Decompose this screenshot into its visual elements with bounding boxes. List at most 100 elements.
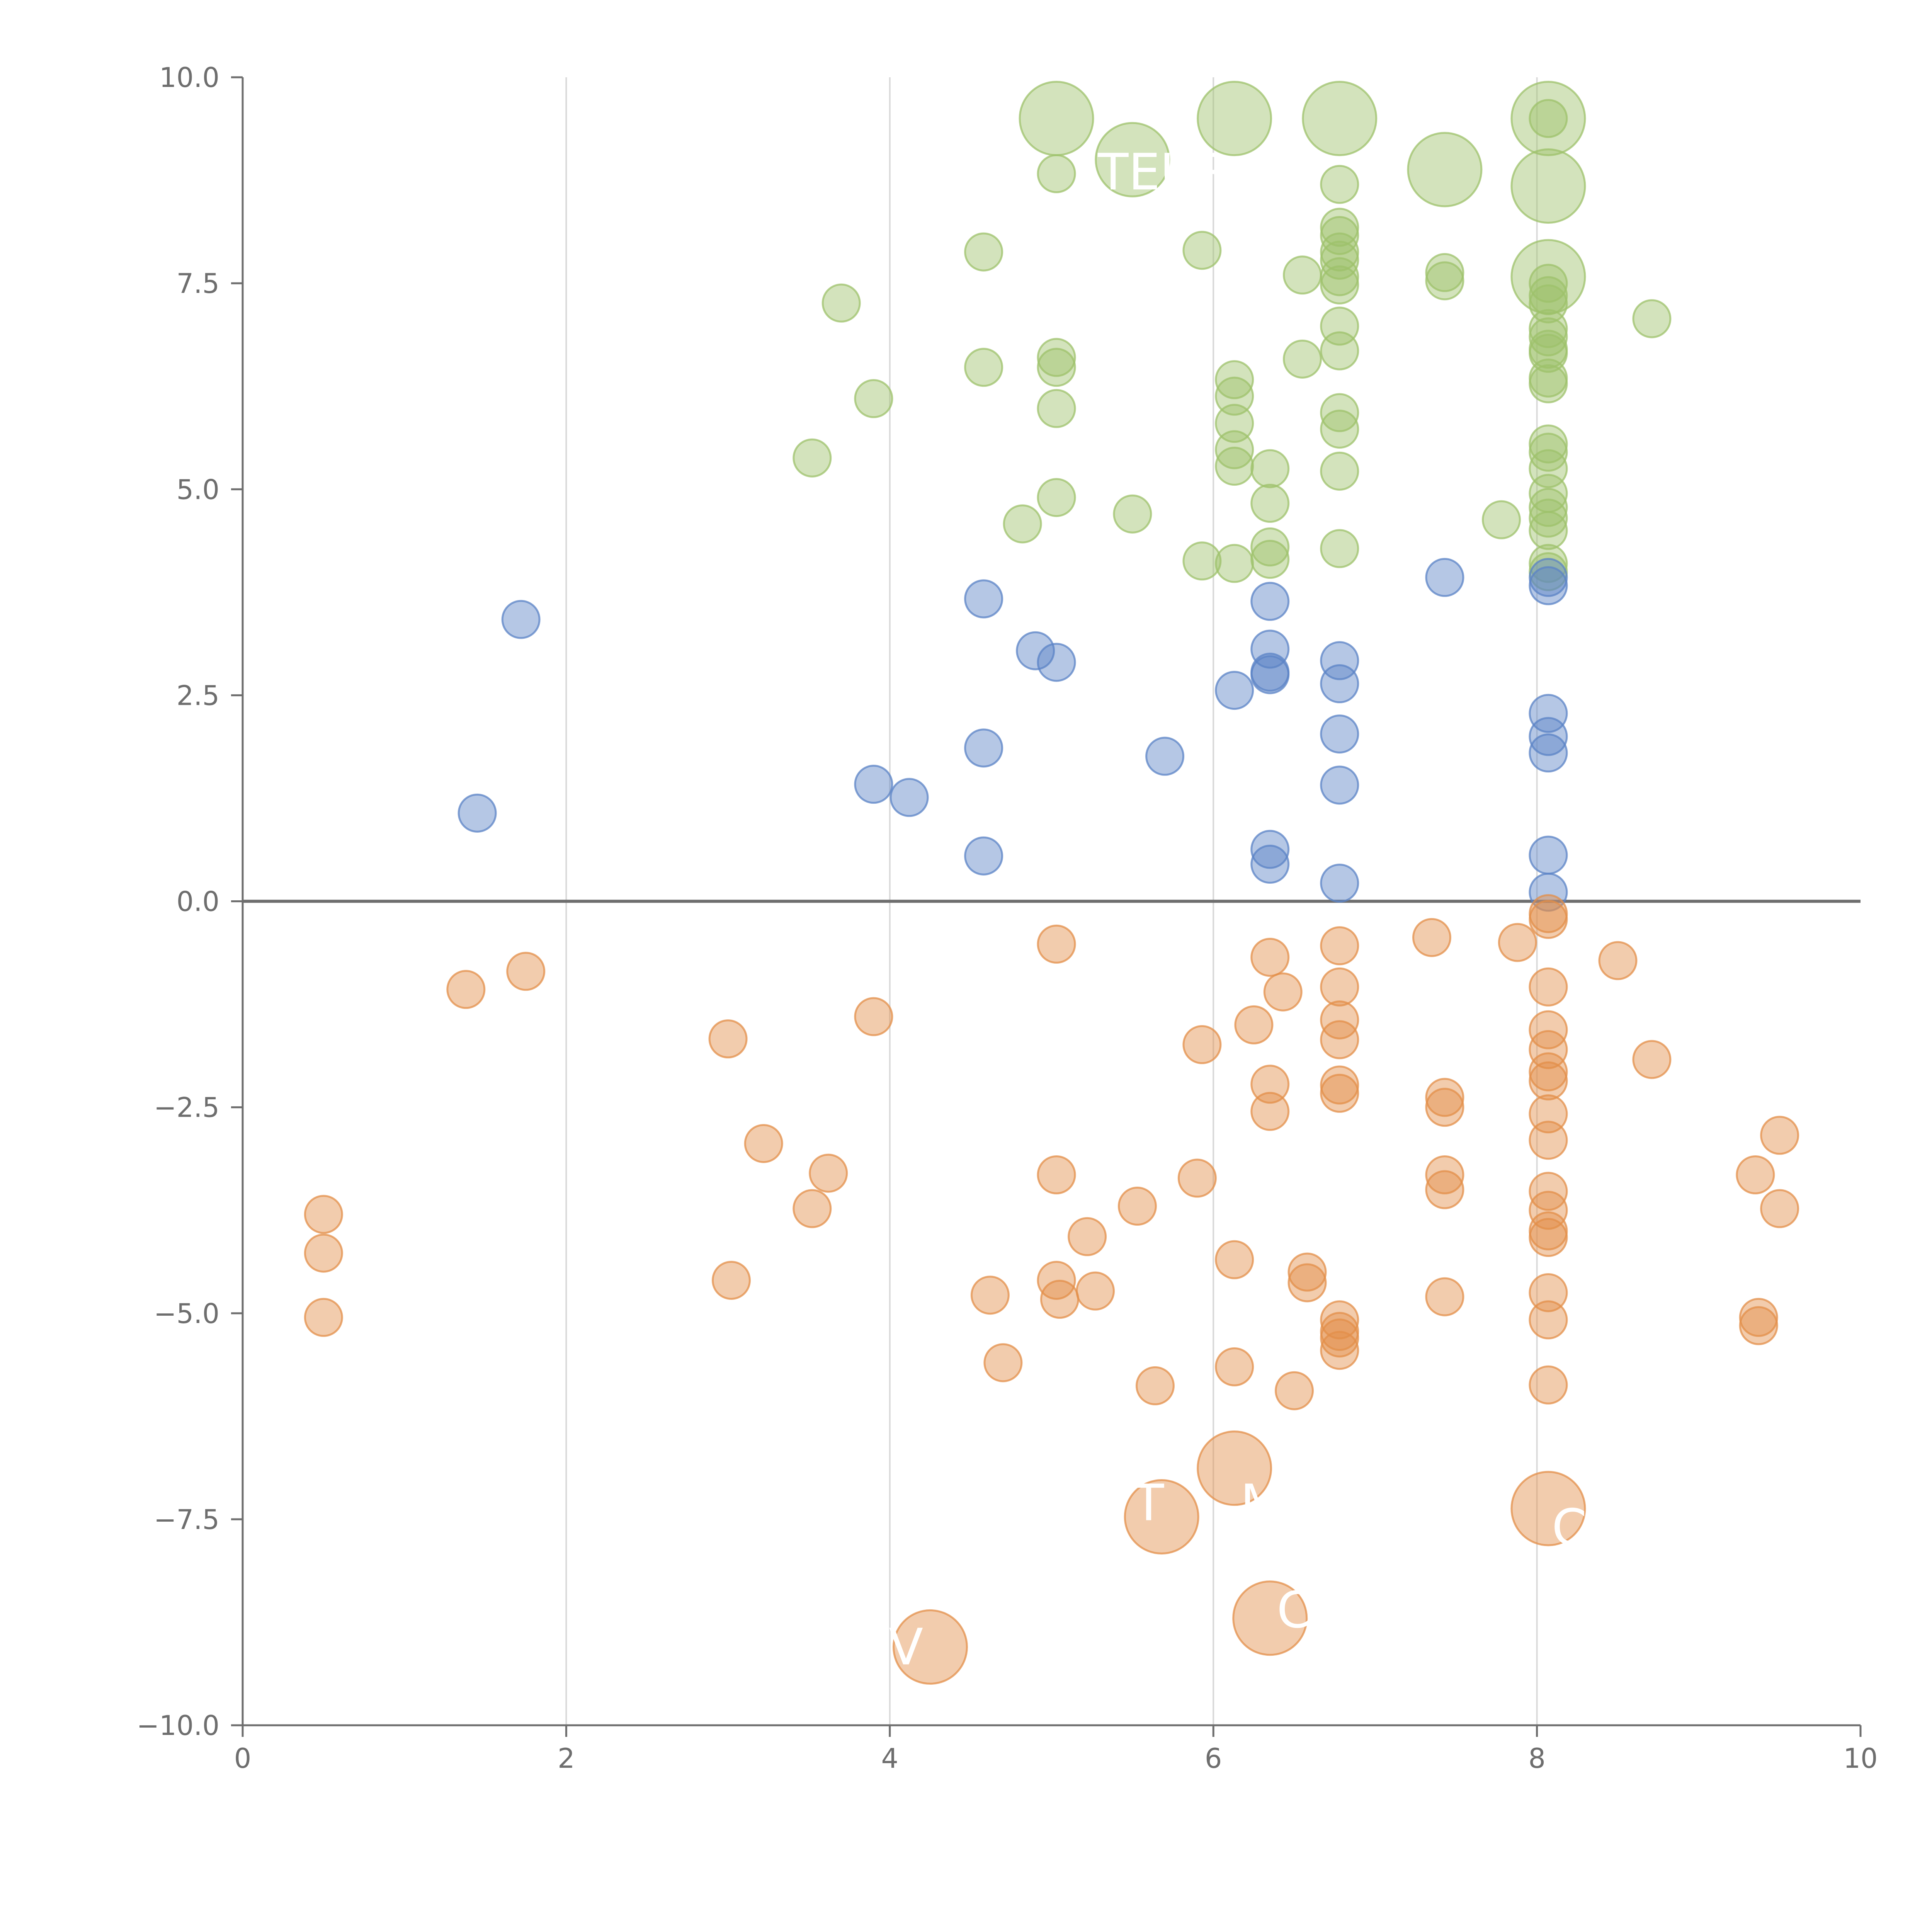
bubble-label-orange: M	[1240, 1473, 1284, 1532]
point-blue	[964, 836, 1003, 876]
point-orange	[1632, 1040, 1672, 1079]
point-orange	[1320, 926, 1359, 966]
point-orange	[1320, 1065, 1359, 1105]
point-green	[1529, 488, 1568, 527]
y-tick-label: 2.5	[177, 680, 219, 711]
bubble-green-large	[1019, 81, 1094, 156]
point-green	[1320, 165, 1359, 204]
point-blue	[1250, 830, 1290, 869]
point-orange	[1529, 1061, 1568, 1100]
point-blue	[964, 728, 1003, 768]
point-green	[1215, 430, 1254, 469]
point-green	[1529, 264, 1568, 303]
point-green	[1529, 276, 1568, 315]
x-tick-label: 8	[1528, 1743, 1546, 1774]
y-tick-label: −2.5	[154, 1092, 219, 1124]
point-orange	[304, 1233, 343, 1273]
point-orange	[711, 1260, 751, 1300]
point-orange	[446, 970, 486, 1009]
point-blue	[1215, 671, 1254, 710]
point-green	[1320, 529, 1359, 568]
point-orange	[793, 1189, 832, 1228]
bubble-label-green: TEUR	[1097, 143, 1232, 201]
point-blue	[1250, 582, 1290, 621]
point-orange	[1529, 967, 1568, 1007]
point-green	[793, 438, 832, 478]
point-green	[1250, 484, 1290, 523]
point-orange	[1263, 972, 1303, 1012]
bubble-label-orange: V	[889, 1617, 923, 1676]
bubble-label-orange: C	[1552, 1498, 1587, 1557]
point-orange	[1425, 1088, 1464, 1127]
bubble-green-large	[1302, 81, 1378, 156]
bubble-green-large	[1510, 81, 1586, 156]
point-green	[1425, 253, 1464, 292]
point-blue	[1529, 694, 1568, 733]
point-blue	[1250, 655, 1290, 694]
point-orange	[1529, 1030, 1568, 1069]
point-green	[964, 348, 1003, 387]
point-green	[1037, 389, 1076, 428]
point-orange	[1320, 1020, 1359, 1060]
point-orange	[1529, 1121, 1568, 1160]
point-orange	[304, 1298, 343, 1337]
point-orange	[1287, 1252, 1327, 1292]
point-blue	[1425, 558, 1464, 597]
point-green	[1037, 154, 1076, 194]
point-orange	[1529, 1190, 1568, 1230]
point-green	[1250, 449, 1290, 488]
point-green	[1320, 393, 1359, 432]
point-blue	[1320, 864, 1359, 903]
point-blue	[1320, 664, 1359, 704]
point-orange	[1320, 1073, 1359, 1113]
point-green	[1481, 500, 1521, 539]
point-orange	[1037, 1155, 1076, 1194]
data-points	[304, 81, 1799, 1685]
x-tick-label: 2	[558, 1743, 575, 1774]
x-tick-label: 10	[1843, 1743, 1878, 1774]
point-green	[1215, 447, 1254, 486]
point-orange	[1068, 1217, 1107, 1256]
point-green	[1215, 376, 1254, 416]
point-orange	[1182, 1025, 1222, 1065]
point-orange	[1250, 1092, 1290, 1131]
point-orange	[1250, 1065, 1290, 1104]
y-tick-label: 7.5	[177, 268, 219, 299]
point-green	[1529, 432, 1568, 472]
bubble-label-orange: C	[1277, 1580, 1312, 1639]
point-orange	[1215, 1347, 1254, 1386]
point-green	[1529, 544, 1568, 583]
bubble-orange-large	[1124, 1479, 1199, 1554]
bubble-green-large	[1510, 148, 1586, 224]
point-orange	[1529, 1218, 1568, 1257]
point-green	[1320, 265, 1359, 304]
point-blue	[1529, 566, 1568, 605]
point-green	[1037, 478, 1076, 517]
bubble-green-large	[1197, 81, 1272, 156]
y-tick-label: 5.0	[177, 474, 219, 505]
point-orange	[1320, 1331, 1359, 1370]
point-green	[1282, 339, 1322, 379]
point-green	[1037, 348, 1076, 387]
point-blue	[1529, 558, 1568, 597]
point-orange	[1275, 1371, 1314, 1410]
point-orange	[1117, 1187, 1157, 1226]
point-blue	[854, 765, 893, 804]
point-green	[1529, 364, 1568, 403]
point-orange	[506, 952, 546, 991]
point-blue	[1320, 641, 1359, 680]
point-green	[1215, 360, 1254, 400]
bubble-green-large	[1095, 122, 1170, 197]
bubble-orange-large	[892, 1609, 968, 1685]
point-green	[1529, 498, 1568, 538]
point-orange	[1040, 1279, 1079, 1319]
point-orange	[1529, 1365, 1568, 1405]
point-green	[1320, 331, 1359, 371]
point-orange	[1425, 1155, 1464, 1194]
point-orange	[970, 1276, 1010, 1315]
point-orange	[1320, 1000, 1359, 1040]
point-orange	[1076, 1271, 1115, 1311]
point-orange	[1425, 1277, 1464, 1316]
point-orange	[854, 997, 893, 1036]
